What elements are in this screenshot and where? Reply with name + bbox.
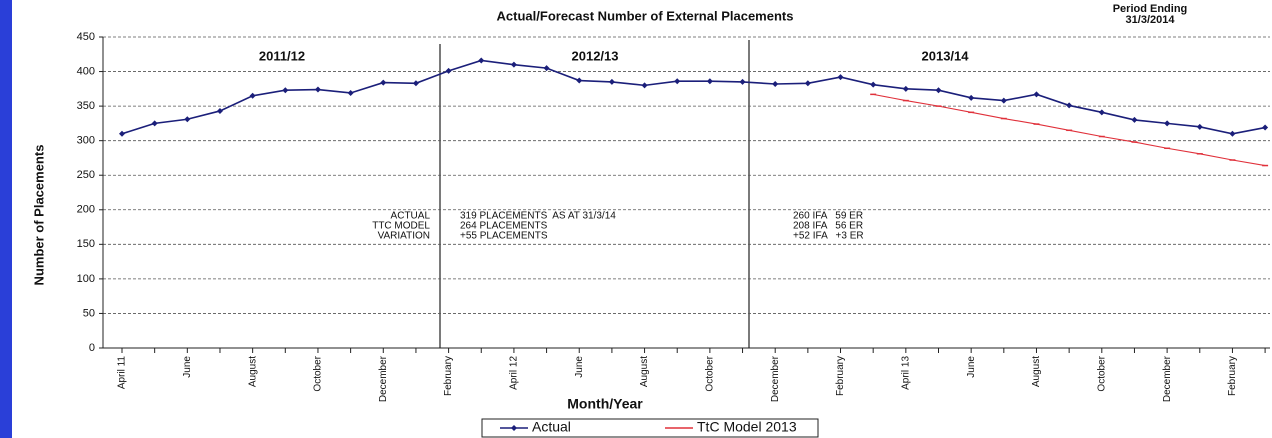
side-strip — [0, 0, 12, 438]
point-marker — [772, 80, 779, 87]
y-tick-label: 150 — [77, 238, 95, 250]
x-tick-label: August — [1031, 356, 1042, 387]
point-marker — [837, 74, 844, 81]
point-marker — [1033, 91, 1040, 98]
point-marker — [151, 120, 158, 127]
point-marker — [608, 78, 615, 85]
y-tick-label: 400 — [77, 65, 95, 77]
point-marker — [641, 82, 648, 89]
y-axis-title: Number of Placements — [31, 145, 46, 286]
y-tick-label: 450 — [77, 31, 95, 43]
legend-box — [481, 418, 819, 438]
point-marker — [1098, 109, 1105, 116]
x-tick-label: June — [966, 356, 977, 378]
point-marker — [119, 130, 125, 137]
y-tick-label: 50 — [83, 307, 95, 319]
x-tick-label: October — [705, 355, 716, 391]
point-marker — [1262, 124, 1269, 131]
x-tick-label: February — [835, 356, 846, 396]
point-marker — [870, 81, 877, 88]
point-marker — [347, 89, 354, 96]
x-axis-title: Month/Year — [567, 396, 643, 412]
legend-marker — [511, 425, 517, 431]
point-marker — [674, 78, 681, 85]
period-label: 2012/13 — [572, 48, 619, 63]
y-tick-label: 0 — [89, 342, 95, 354]
x-tick-label: April 11 — [117, 356, 128, 390]
point-marker — [968, 94, 975, 101]
annotation: +52 IFA +3 ER — [793, 231, 864, 242]
x-tick-label: February — [443, 356, 454, 396]
x-tick-label: October — [1096, 355, 1107, 391]
x-tick-label: December — [1162, 355, 1173, 402]
point-marker — [380, 79, 387, 86]
period-note: Period Ending — [1113, 3, 1188, 15]
annotation: 264 PLACEMENTS — [460, 221, 548, 232]
point-marker — [1229, 130, 1236, 137]
annotation: TTC MODEL — [372, 221, 430, 232]
point-marker — [249, 92, 256, 99]
x-tick-label: June — [574, 356, 585, 378]
period-date: 31/3/2014 — [1126, 14, 1176, 26]
point-marker — [1066, 102, 1073, 109]
y-tick-label: 350 — [77, 100, 95, 112]
x-tick-label: December — [770, 355, 781, 402]
point-marker — [1196, 123, 1203, 130]
point-marker — [282, 87, 289, 94]
x-tick-label: April 12 — [509, 356, 520, 390]
x-tick-label: December — [378, 355, 389, 402]
point-marker — [412, 80, 419, 87]
y-tick-label: 200 — [77, 204, 95, 216]
chart-title: Actual/Forecast Number of External Place… — [497, 8, 794, 23]
point-marker — [1000, 97, 1007, 104]
point-marker — [445, 67, 452, 74]
point-marker — [184, 116, 191, 123]
point-marker — [216, 107, 223, 114]
point-marker — [543, 65, 550, 72]
point-marker — [1131, 116, 1138, 123]
x-tick-label: June — [182, 356, 193, 378]
point-marker — [739, 78, 746, 85]
period-label: 2011/12 — [259, 48, 305, 63]
point-marker — [510, 61, 517, 68]
point-marker — [576, 77, 583, 84]
point-marker — [1164, 120, 1171, 127]
annotation: ACTUAL — [391, 211, 431, 222]
x-tick-label: August — [639, 356, 650, 387]
point-marker — [314, 86, 321, 93]
annotation: 208 IFA 56 ER — [793, 221, 863, 232]
period-label: 2013/14 — [922, 48, 970, 63]
x-tick-label: October — [313, 355, 324, 391]
annotation: 260 IFA 59 ER — [793, 211, 863, 222]
point-marker — [804, 80, 811, 87]
y-tick-label: 100 — [77, 273, 95, 285]
x-tick-label: April 13 — [900, 356, 911, 390]
y-tick-label: 300 — [77, 135, 95, 147]
legend-label: Actual — [532, 419, 571, 435]
point-marker — [706, 78, 713, 85]
series-line — [121, 59, 1266, 135]
x-tick-label: February — [1227, 356, 1238, 396]
y-tick-label: 250 — [77, 169, 95, 181]
annotation: VARIATION — [378, 231, 430, 242]
x-tick-label: August — [247, 356, 258, 387]
point-marker — [478, 57, 485, 64]
annotation: +55 PLACEMENTS — [460, 231, 548, 242]
annotation: 319 PLACEMENTS AS AT 31/3/14 — [460, 211, 616, 222]
point-marker — [935, 87, 942, 94]
legend-label: TtC Model 2013 — [697, 419, 797, 435]
point-marker — [902, 85, 909, 92]
